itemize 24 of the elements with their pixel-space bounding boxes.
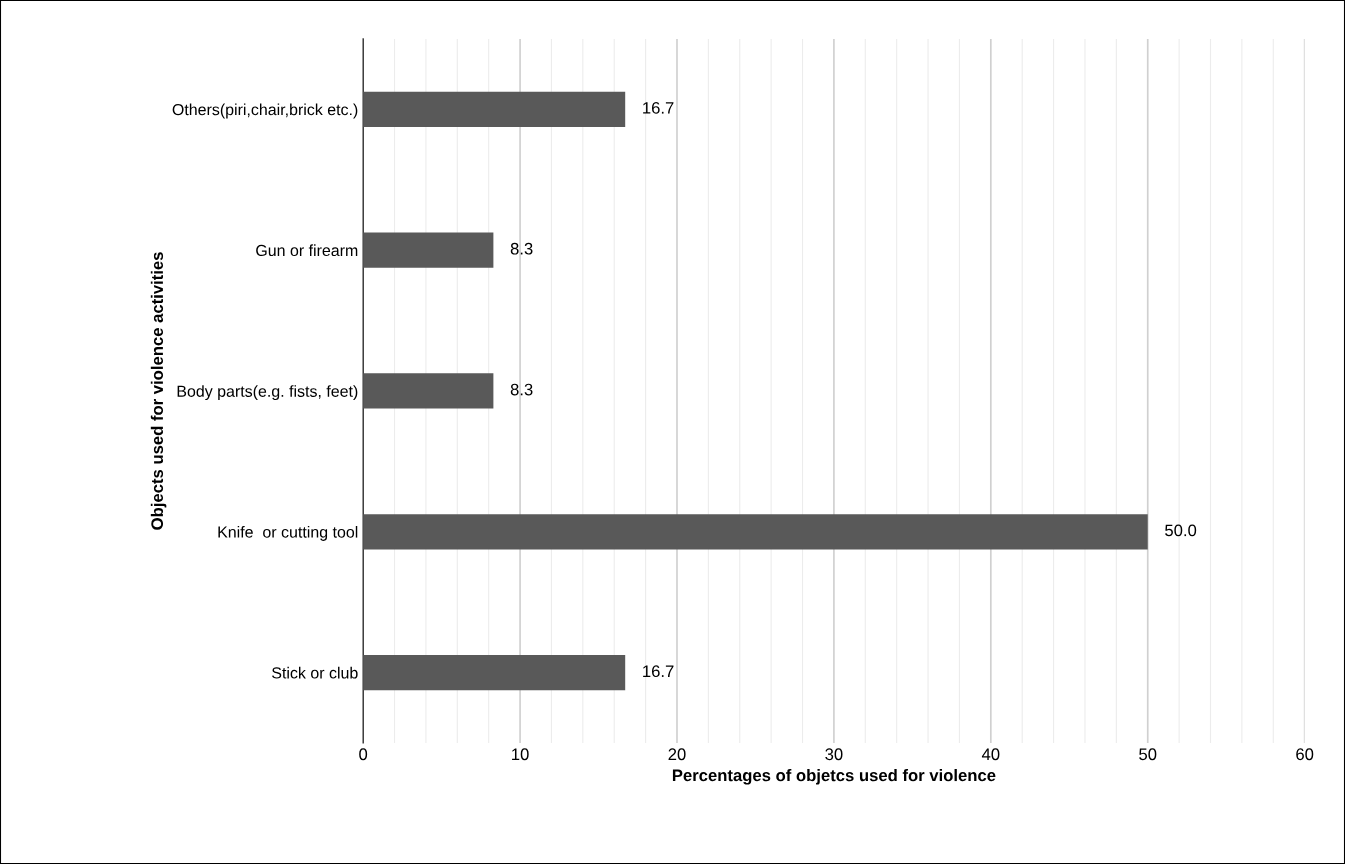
data-label: 8.3 [510, 383, 533, 396]
bar [363, 373, 494, 409]
data-label: 16.7 [643, 665, 674, 678]
x-tick-label: 30 [825, 748, 843, 761]
x-tick-label: 40 [981, 748, 1000, 761]
x-tick-label: 50 [1139, 748, 1157, 761]
bar [363, 655, 626, 691]
y-tick-label: Knife or cutting tool [218, 526, 358, 541]
x-axis-title: Percentages of objetcs used for violence [672, 768, 996, 785]
x-tick-label: 60 [1296, 748, 1314, 761]
x-tick-label: 10 [512, 748, 529, 761]
y-tick-label: Gun or firearm [256, 244, 358, 257]
bar [363, 91, 626, 127]
y-axis-title: Objects used for violence activities [150, 252, 167, 530]
data-label: 50.0 [1165, 524, 1197, 537]
x-tick-label: 20 [668, 748, 686, 761]
y-tick-label: Stick or club [272, 666, 358, 679]
bar [363, 514, 1148, 550]
y-tick-label: Others(piri,chair,brick etc.) [172, 103, 358, 119]
data-label: 16.7 [643, 101, 674, 114]
y-tick-label: Body parts(e.g. fists, feet) [177, 385, 358, 401]
bar [363, 232, 494, 268]
x-tick-label: 0 [359, 748, 368, 761]
data-label: 8.3 [510, 242, 533, 255]
